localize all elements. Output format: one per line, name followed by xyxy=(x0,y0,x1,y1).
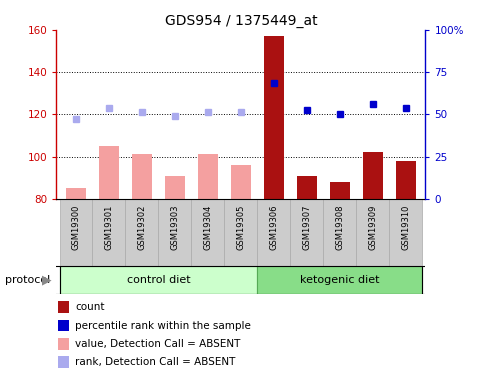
Bar xyxy=(290,199,323,266)
Bar xyxy=(355,199,388,266)
Bar xyxy=(257,266,421,294)
Bar xyxy=(329,182,349,199)
Text: count: count xyxy=(75,302,104,312)
Bar xyxy=(58,302,69,313)
Bar xyxy=(60,266,257,294)
Bar xyxy=(224,199,257,266)
Text: control diet: control diet xyxy=(126,275,190,285)
Text: GSM19307: GSM19307 xyxy=(302,204,311,250)
Bar xyxy=(323,199,355,266)
Text: GSM19308: GSM19308 xyxy=(335,204,344,250)
Bar xyxy=(99,146,119,199)
Bar xyxy=(132,154,151,199)
Bar xyxy=(164,176,184,199)
Bar xyxy=(362,152,382,199)
Text: GSM19306: GSM19306 xyxy=(269,204,278,250)
Text: value, Detection Call = ABSENT: value, Detection Call = ABSENT xyxy=(75,339,240,349)
Bar xyxy=(198,154,217,199)
Bar xyxy=(230,165,250,199)
Bar xyxy=(257,199,290,266)
Text: protocol: protocol xyxy=(5,275,50,285)
Text: GSM19301: GSM19301 xyxy=(104,204,113,249)
Bar xyxy=(58,356,69,368)
Text: GSM19305: GSM19305 xyxy=(236,204,245,249)
Bar xyxy=(58,338,69,350)
Text: rank, Detection Call = ABSENT: rank, Detection Call = ABSENT xyxy=(75,357,235,367)
Bar xyxy=(58,320,69,332)
Text: GSM19310: GSM19310 xyxy=(400,204,409,249)
Bar xyxy=(60,199,92,266)
Bar xyxy=(158,199,191,266)
Bar xyxy=(125,199,158,266)
Bar xyxy=(395,161,415,199)
Bar xyxy=(66,188,86,199)
Title: GDS954 / 1375449_at: GDS954 / 1375449_at xyxy=(164,13,317,28)
Text: GSM19304: GSM19304 xyxy=(203,204,212,249)
Text: GSM19309: GSM19309 xyxy=(367,204,376,249)
Text: ketogenic diet: ketogenic diet xyxy=(299,275,379,285)
Text: GSM19302: GSM19302 xyxy=(137,204,146,249)
Text: ▶: ▶ xyxy=(41,274,51,287)
Text: GSM19300: GSM19300 xyxy=(71,204,81,249)
Bar xyxy=(191,199,224,266)
Text: GSM19303: GSM19303 xyxy=(170,204,179,250)
Bar xyxy=(92,199,125,266)
Bar xyxy=(388,199,421,266)
Text: percentile rank within the sample: percentile rank within the sample xyxy=(75,321,250,330)
Bar xyxy=(264,36,283,199)
Bar xyxy=(296,176,316,199)
